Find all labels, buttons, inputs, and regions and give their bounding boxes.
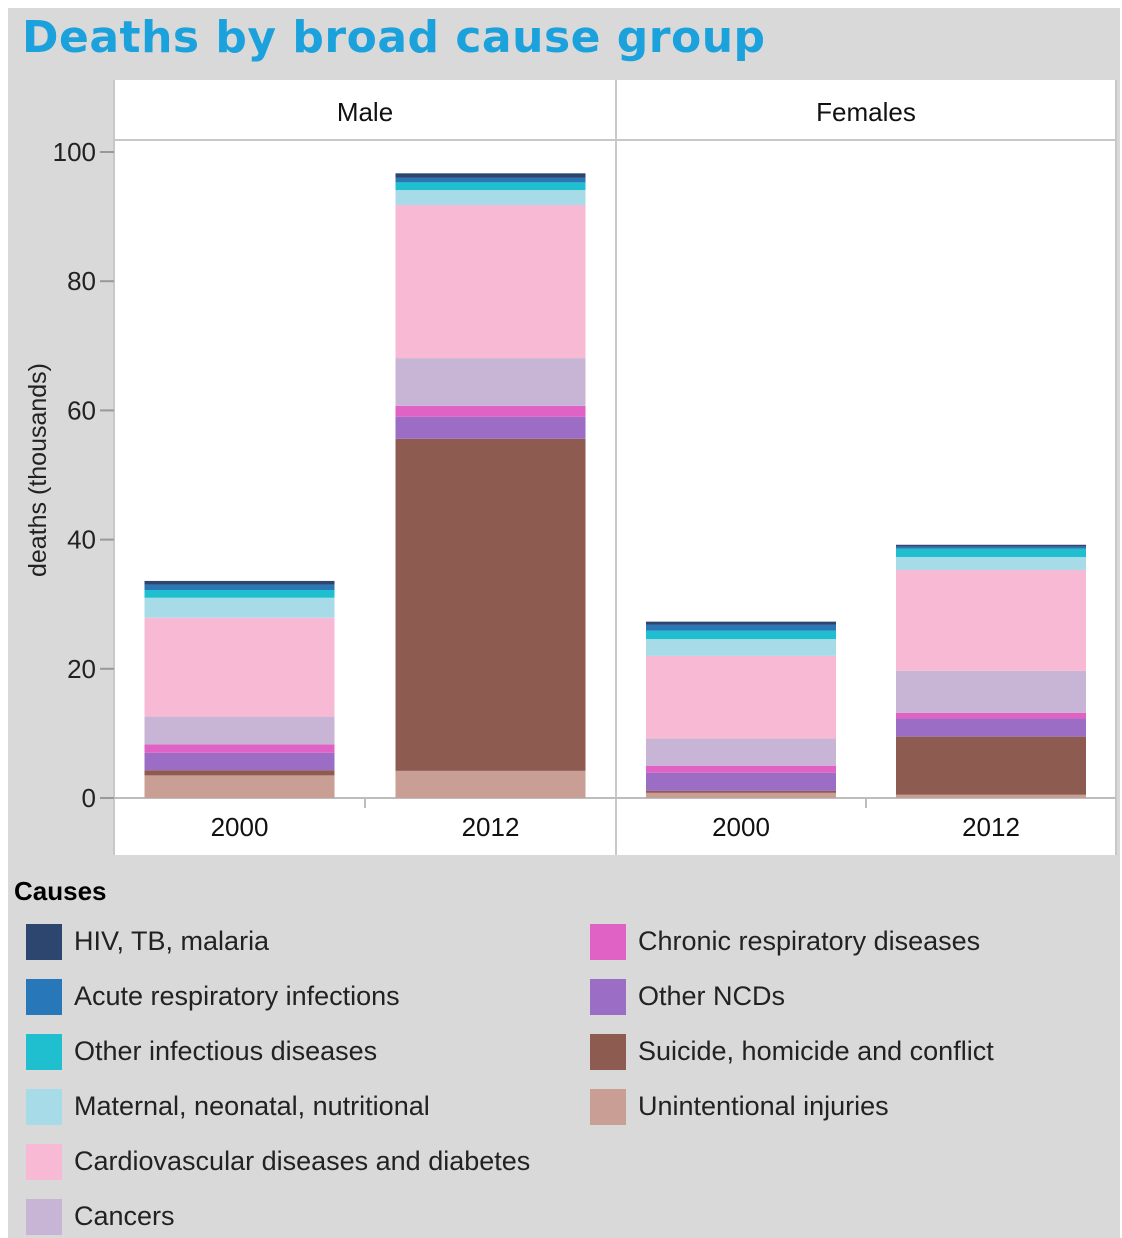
- legend-label: Cardiovascular diseases and diabetes: [74, 1146, 531, 1176]
- bar-segment: [395, 438, 586, 771]
- bar-segment: [395, 770, 586, 798]
- bar-segment: [144, 775, 335, 798]
- legend-title: Causes: [14, 876, 107, 906]
- bar-segment: [395, 182, 586, 191]
- x-tick-label: 2012: [962, 812, 1020, 842]
- bar-segment: [395, 358, 586, 406]
- legend-swatch: [590, 1034, 626, 1070]
- bar-segment: [646, 621, 836, 625]
- bar-segment: [144, 584, 335, 590]
- y-tick-label: 0: [82, 783, 96, 813]
- panel-label: Females: [816, 97, 916, 127]
- legend-swatch: [26, 1199, 62, 1235]
- legend-label: HIV, TB, malaria: [74, 926, 270, 956]
- x-tick-label: 2000: [211, 812, 269, 842]
- bar-segment: [646, 630, 836, 640]
- bar-segment: [395, 204, 586, 359]
- bar-segment: [896, 546, 1086, 549]
- chart-title: Deaths by broad cause group: [22, 12, 766, 63]
- bar-segment: [896, 718, 1086, 737]
- legend-label: Maternal, neonatal, nutritional: [74, 1091, 430, 1121]
- legend-swatch: [590, 1089, 626, 1125]
- y-axis-label: deaths (thousands): [24, 363, 52, 577]
- bar-segment: [144, 617, 335, 717]
- legend-swatch: [590, 979, 626, 1015]
- panel-label: Male: [337, 97, 393, 127]
- bar-segment: [144, 770, 335, 776]
- chart-svg: 0 20 40 60 80 100 deaths (thousands) Male 2000 20…: [24, 80, 1117, 855]
- x-tick-label: 2000: [712, 812, 770, 842]
- y-tick-label: 100: [53, 137, 96, 167]
- bar-segment: [646, 738, 836, 766]
- bar-segment: [395, 405, 586, 417]
- bar-segment: [646, 765, 836, 773]
- y-tick-label: 20: [67, 654, 96, 684]
- y-tick-label: 60: [67, 395, 96, 425]
- bar-segment: [395, 416, 586, 439]
- legend-label: Other infectious diseases: [74, 1036, 378, 1066]
- bar-segment: [896, 544, 1086, 547]
- bar-segment: [896, 548, 1086, 558]
- bar-segment: [646, 655, 836, 739]
- legend-swatch: [26, 1034, 62, 1070]
- bar-segment: [896, 712, 1086, 719]
- legend-label: Unintentional injuries: [638, 1091, 889, 1121]
- bar-segment: [646, 790, 836, 793]
- bar-segment: [896, 670, 1086, 713]
- bar-segment: [144, 589, 335, 598]
- legend-label: Suicide, homicide and conflict: [638, 1036, 994, 1066]
- legend-swatch: [26, 979, 62, 1015]
- bar-segment: [144, 580, 335, 585]
- bar-segment: [395, 190, 586, 205]
- legend-label: Other NCDs: [638, 981, 786, 1011]
- legend-label: Cancers: [74, 1201, 175, 1231]
- bar-segment: [144, 744, 335, 753]
- x-tick-label: 2012: [462, 812, 520, 842]
- legend-swatch: [26, 1144, 62, 1180]
- legend-swatch: [590, 924, 626, 960]
- bar-segment: [144, 752, 335, 771]
- bar-segment: [646, 639, 836, 656]
- bar-segment: [395, 177, 586, 183]
- legend-label: Chronic respiratory diseases: [638, 926, 981, 956]
- bar-segment: [646, 792, 836, 798]
- bar-segment: [646, 772, 836, 791]
- y-tick-label: 80: [67, 266, 96, 296]
- bar-segment: [896, 794, 1086, 798]
- legend-label: Acute respiratory infections: [74, 981, 400, 1011]
- bar-segment: [395, 173, 586, 178]
- bar-segment: [896, 736, 1086, 795]
- bar-segment: [646, 624, 836, 631]
- legend-swatch: [26, 924, 62, 960]
- bar-segment: [896, 557, 1086, 570]
- bar-segment: [144, 716, 335, 745]
- bar-segment: [144, 597, 335, 618]
- bar-segment: [896, 569, 1086, 671]
- y-tick-label: 40: [67, 525, 96, 555]
- legend-swatch: [26, 1089, 62, 1125]
